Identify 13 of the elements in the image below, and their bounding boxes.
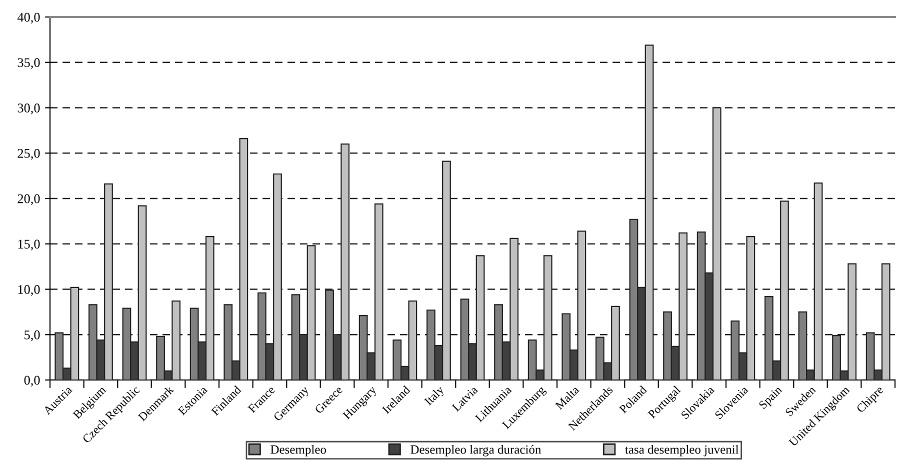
y-tick-label: 5,0 [24,330,40,342]
y-tick-label: 25,0 [18,148,40,160]
legend-label: Desempleo larga duración [410,444,542,456]
x-tick-label: Italy [424,384,446,408]
y-tick-label: 15,0 [18,240,40,250]
y-tick-label: 0,0 [24,376,40,387]
y-tick-label: 35,0 [18,58,40,69]
legend-label: tasa desempleo juvenil [625,444,739,456]
y-tick-label: 40,0 [17,12,40,24]
y-tick-label: 10,0 [18,285,40,296]
y-tick-label: 20,0 [18,194,40,206]
y-tick-label: 30,0 [18,104,40,114]
legend-label: Desempleo [270,444,326,456]
